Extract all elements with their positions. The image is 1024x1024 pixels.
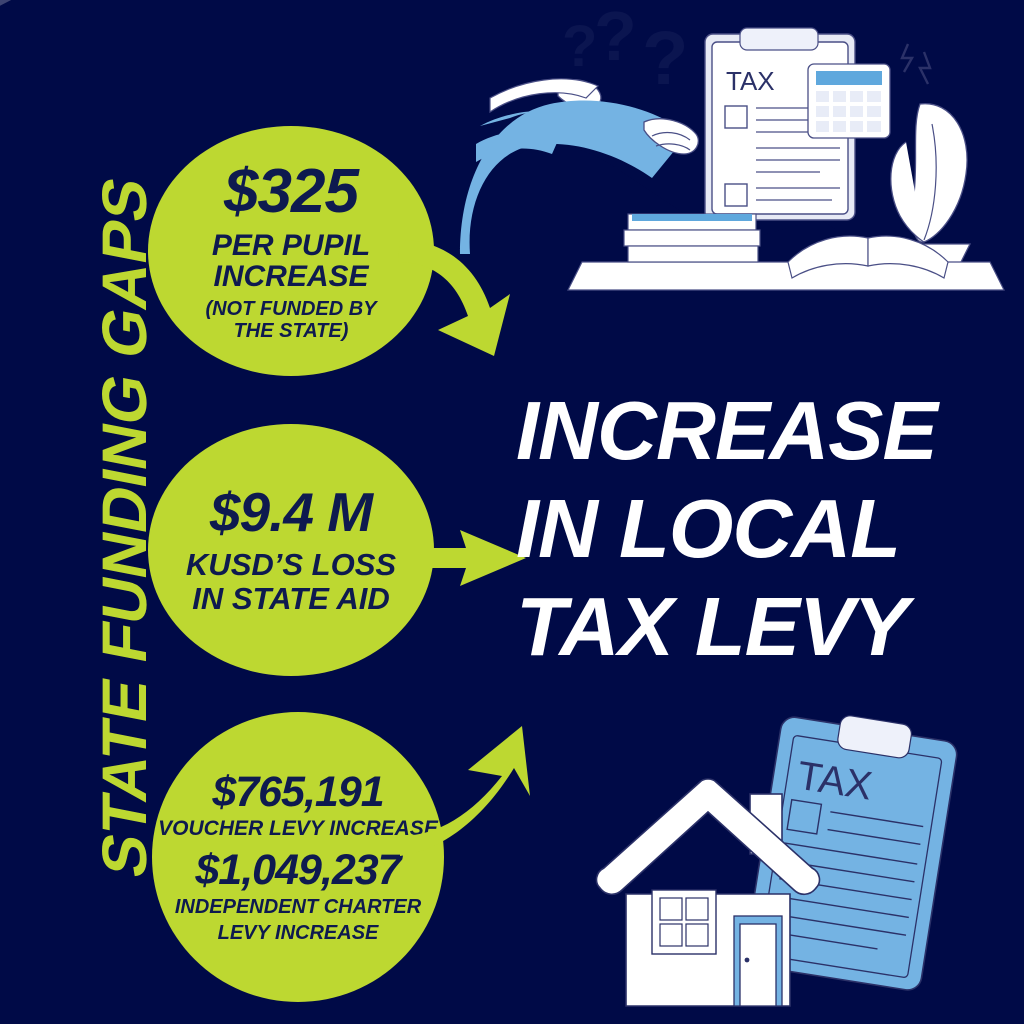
clipboard-tax-label: TAX xyxy=(726,66,775,96)
stat-note-line1: (NOT FUNDED BY xyxy=(205,297,377,320)
headline-line-1: INCREASE xyxy=(516,384,938,477)
stat-amount: $325 xyxy=(224,156,359,226)
stat-circle-per-pupil: $325 PER PUPIL INCREASE (NOT FUNDED BY T… xyxy=(148,126,434,376)
doorknob-icon xyxy=(744,957,750,963)
tax-clipboard-icon: TAX xyxy=(744,715,958,991)
question-marks-icon: ? ? ? xyxy=(562,0,688,101)
stat-label-line1: KUSD’S LOSS xyxy=(185,547,397,583)
stat-note-line2: THE STATE) xyxy=(233,319,349,342)
stat-amount-voucher: $765,191 xyxy=(212,767,384,816)
stat-label-line2: IN STATE AID xyxy=(192,580,390,616)
calculator-icon xyxy=(807,63,891,139)
arrow-curved-down-right-icon xyxy=(398,240,510,356)
main-headline: INCREASE IN LOCAL TAX LEVY xyxy=(516,382,938,676)
stat-amount-charter: $1,049,237 xyxy=(195,845,401,894)
illustration-top-right: ? ? ? TAX xyxy=(460,0,1024,314)
stat-circle-state-aid-loss: $9.4 M KUSD’S LOSS IN STATE AID xyxy=(148,424,434,676)
stat-label-line1: PER PUPIL xyxy=(211,228,371,262)
stat-amount: $9.4 M xyxy=(209,481,373,544)
stat-label-charter-line1: INDEPENDENT CHARTER xyxy=(174,895,422,918)
headline-line-2: IN LOCAL xyxy=(516,481,901,575)
stat-circle-levy-increases: $765,191 VOUCHER LEVY INCREASE $1,049,23… xyxy=(152,712,444,1002)
person-icon xyxy=(460,78,699,254)
headline-line-3: TAX LEVY xyxy=(516,579,909,673)
arrow-curved-up-right-icon xyxy=(400,726,530,856)
svg-text:?: ? xyxy=(562,14,597,79)
stat-label-charter-line2: LEVY INCREASE xyxy=(217,921,379,944)
stat-label-voucher: VOUCHER LEVY INCREASE xyxy=(158,816,438,840)
svg-text:?: ? xyxy=(642,16,688,101)
desk-icon xyxy=(567,213,1005,291)
open-book-icon xyxy=(787,235,949,279)
stat-label-line2: INCREASE xyxy=(213,260,369,293)
stress-lines-icon xyxy=(900,43,932,85)
svg-text:?: ? xyxy=(594,0,637,75)
book-stack-icon xyxy=(623,213,761,263)
house-icon xyxy=(595,778,821,1007)
door-icon xyxy=(739,923,777,1007)
illustration-bottom-right: TAX xyxy=(595,715,958,1007)
arrow-straight-right-icon xyxy=(418,530,526,586)
